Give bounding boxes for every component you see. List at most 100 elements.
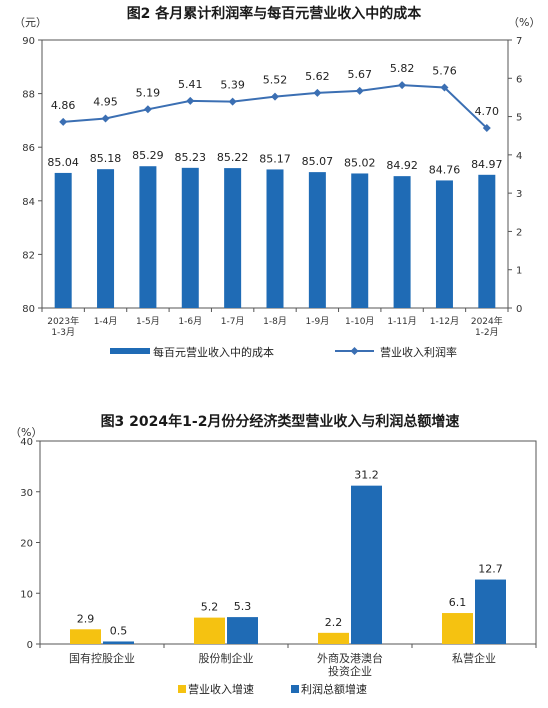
right-axis-tick-label: 6 <box>516 74 522 85</box>
chart2-right-unit: （%） <box>508 16 540 29</box>
profit-rate-label: 5.67 <box>347 68 372 81</box>
left-axis-tick-label: 90 <box>22 36 35 47</box>
legend-swatch-revenue-growth <box>178 685 186 693</box>
left-axis-tick-label: 84 <box>22 197 35 208</box>
y-axis-tick-label: 0 <box>27 640 33 651</box>
cost-bar <box>478 174 496 308</box>
profit-rate-point <box>186 96 195 105</box>
x-axis-category-label: 国有控股企业 <box>69 651 135 665</box>
cost-bar-label: 84.92 <box>386 159 418 172</box>
revenue-growth-label: 2.9 <box>77 612 95 625</box>
profit-rate-label: 5.62 <box>305 70 330 83</box>
cost-bar-label: 85.29 <box>132 149 164 162</box>
profit-growth-bar <box>475 579 506 644</box>
x-axis-category-label: 1-8月 <box>263 316 287 327</box>
profit-rate-label: 4.95 <box>93 95 118 108</box>
chart3-title: 图3 2024年1-2月份分经济类型营业收入与利润总额增速 <box>101 413 460 430</box>
cost-bar-label: 85.07 <box>302 155 334 168</box>
x-axis-category-label: 股份制企业 <box>199 651 254 665</box>
right-axis-tick-label: 4 <box>516 151 522 162</box>
profit-rate-point <box>59 117 68 126</box>
revenue-growth-label: 5.2 <box>201 601 219 614</box>
profit-rate-label: 4.70 <box>475 105 500 118</box>
revenue-growth-bar <box>194 617 225 644</box>
cost-bar <box>393 176 411 308</box>
profit-growth-label: 12.7 <box>478 563 503 576</box>
profit-growth-bar <box>227 617 258 644</box>
profit-rate-point <box>228 97 237 106</box>
legend-swatch-cost <box>110 348 150 354</box>
legend-label-revenue-growth: 营业收入增速 <box>188 682 254 696</box>
chart3-legend: 营业收入增速 利润总额增速 <box>178 682 367 696</box>
cost-bar-label: 85.22 <box>217 151 249 164</box>
cost-bar-label: 85.04 <box>47 156 79 169</box>
chart2-title: 图2 各月累计利润率与每百元营业收入中的成本 <box>127 5 423 22</box>
x-axis-category-label: 1-2月 <box>475 327 499 338</box>
profit-growth-label: 5.3 <box>234 600 252 613</box>
x-axis-category-label: 1-12月 <box>430 316 459 327</box>
x-axis-category-label: 1-10月 <box>345 316 374 327</box>
x-axis-category-label: 1-5月 <box>136 316 160 327</box>
cost-bar <box>54 172 72 308</box>
profit-rate-label: 5.41 <box>178 78 203 91</box>
legend-label-profit: 营业收入利润率 <box>380 345 457 359</box>
right-axis-tick-label: 5 <box>516 113 522 124</box>
left-axis-tick-label: 80 <box>22 304 35 315</box>
left-axis-tick-label: 86 <box>22 143 35 154</box>
cost-bar <box>308 172 326 308</box>
cost-bar <box>139 166 157 308</box>
right-axis-tick-label: 0 <box>516 304 522 315</box>
revenue-growth-label: 6.1 <box>449 596 467 609</box>
revenue-growth-bar <box>318 632 349 644</box>
x-axis-category-label: 1-9月 <box>306 316 330 327</box>
cost-profit-chart: 图2 各月累计利润率与每百元营业收入中的成本 （元） （%） 80 82 84 86 8… <box>14 5 540 359</box>
profit-rate-label: 5.39 <box>220 79 245 92</box>
x-axis-category-label: 1-4月 <box>94 316 118 327</box>
x-axis-category-label: 1-6月 <box>178 316 202 327</box>
profit-rate-label: 4.86 <box>51 99 76 112</box>
x-axis-category-label: 1-3月 <box>51 327 75 338</box>
x-axis-category-label: 2024年 <box>471 315 503 327</box>
profit-rate-point <box>440 83 449 92</box>
cost-bar <box>266 169 284 308</box>
growth-by-ownership-chart: 图3 2024年1-2月份分经济类型营业收入与利润总额增速 （%） 0 10 20 3… <box>10 413 537 696</box>
profit-rate-point <box>271 92 279 101</box>
cost-bar-label: 84.76 <box>429 163 461 176</box>
legend-swatch-profit-growth <box>291 685 299 693</box>
cost-bar <box>97 169 115 308</box>
profit-rate-label: 5.19 <box>136 86 161 99</box>
right-axis-tick-label: 1 <box>516 266 522 277</box>
chart2-left-unit: （元） <box>14 16 47 29</box>
legend-marker-profit <box>350 347 359 355</box>
profit-rate-label: 5.76 <box>432 64 457 77</box>
cost-bar-label: 85.18 <box>90 152 122 165</box>
profit-growth-bar <box>351 485 382 644</box>
x-axis-category-label: 1-7月 <box>221 316 245 327</box>
revenue-growth-bar <box>442 613 473 644</box>
profit-rate-point <box>143 105 152 114</box>
cost-bar-label: 85.23 <box>175 151 207 164</box>
chart2-legend: 每百元营业收入中的成本 营业收入利润率 <box>110 345 457 359</box>
cost-bar <box>351 173 369 308</box>
profit-growth-label: 0.5 <box>110 624 128 637</box>
cost-bar <box>224 168 242 308</box>
revenue-growth-label: 2.2 <box>325 616 343 629</box>
profit-rate-label: 5.52 <box>263 74 288 87</box>
cost-bar <box>181 167 199 308</box>
profit-rate-point <box>482 124 491 133</box>
y-axis-tick-label: 20 <box>20 539 33 550</box>
y-axis-tick-label: 30 <box>20 488 33 499</box>
profit-rate-point <box>355 86 364 95</box>
profit-rate-line <box>63 84 488 129</box>
legend-label-profit-growth: 利润总额增速 <box>301 682 367 696</box>
x-axis-category-label: 投资企业 <box>328 664 372 678</box>
right-axis-tick-label: 2 <box>516 227 522 238</box>
cost-bar-label: 84.97 <box>471 158 503 171</box>
left-axis-tick-label: 88 <box>22 90 35 101</box>
profit-rate-point <box>313 88 322 97</box>
y-axis-tick-label: 10 <box>20 589 33 600</box>
x-axis-category-label: 私营企业 <box>452 651 496 665</box>
y-axis-tick-label: 40 <box>20 437 33 448</box>
cost-bar <box>435 180 453 308</box>
